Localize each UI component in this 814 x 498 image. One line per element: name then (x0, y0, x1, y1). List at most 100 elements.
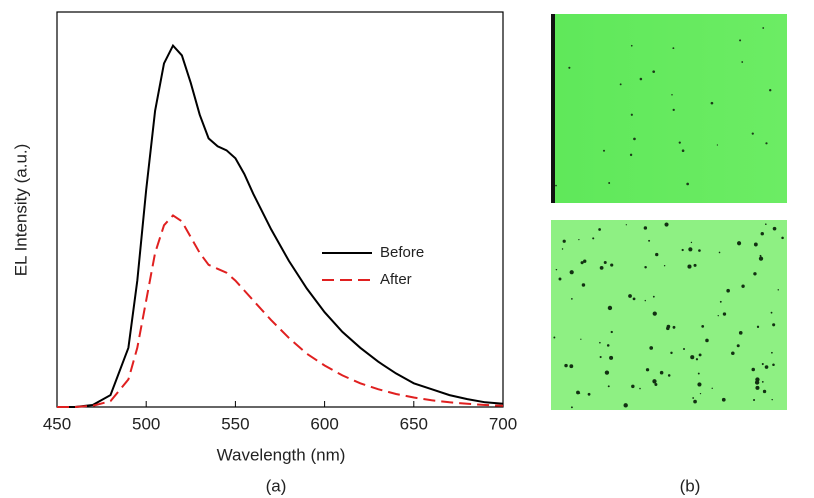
speck (751, 367, 756, 372)
speck (756, 325, 760, 328)
x-tick-label: 600 (310, 414, 338, 433)
speck (764, 365, 769, 369)
micrograph-after (551, 220, 787, 410)
x-tick-label: 650 (400, 414, 428, 433)
speck (761, 363, 764, 366)
speck (753, 398, 756, 402)
speck (693, 399, 697, 404)
speck (698, 249, 701, 252)
speck (737, 241, 742, 246)
speck (671, 93, 673, 96)
speck (569, 364, 574, 369)
speck (755, 385, 760, 390)
speck (652, 295, 655, 298)
speck (697, 382, 702, 387)
speck (711, 387, 713, 389)
speck (599, 265, 604, 270)
speck (781, 236, 784, 240)
speck (716, 144, 719, 146)
plot-frame (56, 11, 504, 408)
speck (761, 380, 764, 383)
x-tick-label: 700 (489, 414, 517, 433)
speck (759, 254, 762, 257)
speck (663, 265, 666, 267)
speck (678, 141, 681, 144)
speck (599, 355, 602, 359)
x-tick-label: 500 (132, 414, 160, 433)
speck (581, 283, 586, 287)
speck (698, 353, 702, 357)
speck (619, 83, 622, 86)
speck (771, 398, 773, 401)
speck (610, 330, 613, 334)
caption: (b) (680, 476, 701, 495)
speck (659, 370, 664, 375)
image-edge (551, 14, 555, 203)
speck (762, 27, 765, 29)
speck (772, 226, 777, 231)
speck (690, 241, 693, 244)
speck (644, 299, 646, 302)
legend-label: Before (380, 244, 424, 261)
micrograph-before (551, 14, 787, 203)
y-axis-label: EL Intensity (a.u.) (11, 144, 30, 277)
speck (568, 66, 571, 69)
speck (741, 61, 744, 63)
speck (699, 393, 702, 395)
speck (681, 248, 684, 252)
caption: (a) (266, 476, 287, 495)
speck (731, 351, 735, 356)
speck (606, 344, 610, 347)
speck (666, 326, 670, 331)
speck (762, 389, 767, 394)
speck (687, 264, 692, 269)
speck (769, 89, 772, 92)
speck (741, 284, 745, 288)
speck (609, 355, 614, 360)
speck (692, 397, 695, 399)
speck (722, 312, 727, 316)
speck (602, 149, 606, 152)
x-tick-label: 550 (221, 414, 249, 433)
speck (580, 261, 584, 265)
speck (553, 336, 556, 339)
speck (558, 277, 562, 281)
speck (628, 294, 632, 298)
speck (672, 108, 675, 112)
speck (739, 39, 742, 42)
speck (649, 346, 654, 350)
speck (564, 363, 568, 368)
x-tick-label: 450 (43, 414, 71, 433)
speck (555, 268, 558, 271)
micrographs (551, 14, 787, 410)
speck (652, 311, 657, 316)
speck (655, 252, 659, 257)
speck (672, 325, 676, 329)
speck (631, 384, 635, 389)
speck (604, 370, 610, 375)
speck (672, 47, 675, 50)
speck (603, 260, 607, 264)
series-line (57, 43, 504, 408)
speck (726, 288, 730, 293)
speck (630, 113, 633, 116)
speck (681, 149, 685, 153)
legend-label: After (380, 271, 412, 288)
speck (770, 311, 773, 314)
speck (777, 289, 779, 291)
speck (654, 382, 658, 386)
speck (578, 238, 580, 241)
speck (765, 223, 767, 226)
speck (592, 237, 595, 240)
speck (639, 77, 643, 81)
speck (736, 344, 740, 348)
speck (682, 347, 686, 351)
speck (623, 403, 628, 408)
speck (571, 298, 573, 300)
x-axis-label: Wavelength (nm) (217, 445, 346, 464)
speck (583, 259, 587, 263)
speck (633, 137, 636, 141)
speck (738, 331, 743, 335)
speck (760, 232, 764, 236)
speck (587, 392, 591, 396)
